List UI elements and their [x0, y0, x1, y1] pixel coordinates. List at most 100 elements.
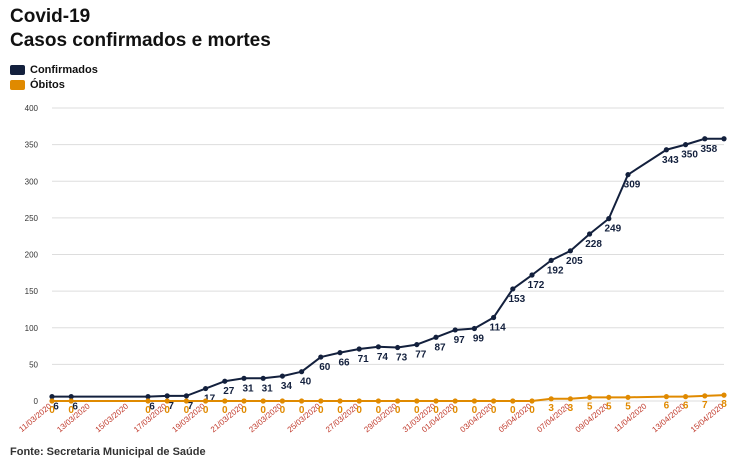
data-label-obitos: 0	[164, 405, 170, 416]
data-label-obitos: 3	[568, 403, 574, 414]
data-point-confirmados	[452, 327, 458, 333]
data-label-obitos: 7	[702, 400, 708, 411]
data-label-confirmados: 71	[358, 354, 370, 365]
data-label-obitos: 0	[299, 405, 305, 416]
data-label-obitos: 0	[68, 405, 74, 416]
data-label-obitos: 0	[529, 405, 535, 416]
data-point-obitos	[318, 398, 324, 404]
data-label-obitos: 0	[318, 405, 324, 416]
data-label-obitos: 0	[433, 405, 439, 416]
data-point-confirmados	[702, 136, 708, 142]
legend-label-confirmados: Confirmados	[30, 63, 98, 76]
data-point-obitos	[721, 392, 727, 398]
data-point-obitos	[702, 393, 708, 399]
source-note: Fonte: Secretaria Municipal de Saúde	[10, 446, 206, 458]
y-tick-label: 250	[25, 214, 39, 223]
data-point-confirmados	[683, 142, 689, 148]
data-label-confirmados: 99	[473, 333, 485, 344]
data-point-confirmados	[356, 346, 362, 352]
y-tick-label: 150	[25, 287, 39, 296]
data-point-obitos	[529, 398, 535, 404]
data-point-obitos	[279, 398, 285, 404]
legend-item-obitos: Óbitos	[10, 77, 98, 92]
data-point-obitos	[587, 394, 593, 400]
data-point-obitos	[356, 398, 362, 404]
data-label-confirmados: 343	[662, 155, 679, 166]
data-point-obitos	[222, 398, 228, 404]
data-point-confirmados	[375, 344, 381, 350]
data-point-confirmados	[279, 373, 285, 379]
y-tick-label: 0	[34, 397, 39, 406]
data-point-confirmados	[625, 172, 631, 178]
data-label-confirmados: 192	[547, 265, 564, 276]
data-label-obitos: 0	[472, 405, 478, 416]
data-label-confirmados: 66	[338, 358, 350, 369]
data-label-obitos: 0	[452, 405, 458, 416]
data-point-obitos	[606, 394, 612, 400]
data-point-confirmados	[433, 334, 439, 340]
data-label-obitos: 0	[376, 405, 382, 416]
data-point-obitos	[433, 398, 439, 404]
data-point-obitos	[164, 398, 170, 404]
data-point-obitos	[49, 398, 55, 404]
data-label-confirmados: 7	[188, 401, 194, 412]
chart-subtitle: Casos confirmados e mortes	[10, 30, 271, 51]
data-point-obitos	[68, 398, 74, 404]
data-point-confirmados	[49, 394, 55, 400]
data-point-confirmados	[663, 147, 670, 153]
data-point-confirmados	[567, 248, 574, 254]
data-point-obitos	[471, 398, 477, 404]
data-label-obitos: 5	[625, 401, 631, 412]
data-label-obitos: 5	[606, 401, 612, 412]
data-point-obitos	[663, 394, 670, 400]
data-point-confirmados	[587, 231, 593, 237]
data-point-confirmados	[222, 378, 228, 384]
data-label-confirmados: 358	[700, 144, 717, 155]
data-label-confirmados: 6	[72, 402, 78, 413]
data-label-obitos: 0	[241, 405, 247, 416]
data-label-confirmados: 34	[281, 381, 293, 392]
y-tick-label: 300	[25, 177, 39, 186]
data-label-confirmados: 31	[262, 383, 274, 394]
data-label-confirmados: 249	[604, 224, 621, 235]
data-point-confirmados	[183, 393, 189, 399]
data-label-obitos: 0	[280, 405, 286, 416]
data-label-confirmados: 205	[566, 256, 583, 267]
data-point-obitos	[414, 398, 420, 404]
data-label-confirmados: 7	[168, 401, 174, 412]
data-point-confirmados	[318, 354, 324, 360]
data-point-obitos	[548, 396, 554, 402]
data-label-confirmados: 97	[454, 335, 466, 346]
data-point-obitos	[260, 398, 266, 404]
data-point-confirmados	[491, 314, 497, 321]
data-point-confirmados	[395, 344, 401, 351]
data-label-obitos: 0	[145, 405, 151, 416]
data-point-confirmados	[337, 350, 343, 356]
data-point-confirmados	[606, 216, 612, 222]
data-label-obitos: 8	[721, 399, 727, 410]
data-point-obitos	[337, 398, 343, 404]
data-point-obitos	[145, 398, 151, 404]
data-label-confirmados: 172	[528, 280, 545, 291]
data-point-confirmados	[471, 325, 477, 332]
data-label-confirmados: 73	[396, 353, 408, 364]
data-label-confirmados: 6	[149, 402, 155, 413]
data-label-confirmados: 31	[242, 383, 254, 394]
data-label-confirmados: 309	[624, 180, 641, 191]
data-point-obitos	[203, 398, 209, 404]
data-point-obitos	[183, 398, 189, 404]
data-point-obitos	[375, 398, 381, 404]
data-point-confirmados	[164, 393, 170, 399]
data-point-obitos	[241, 398, 247, 404]
data-point-obitos	[510, 398, 516, 404]
data-point-obitos	[683, 394, 689, 400]
legend: Confirmados Óbitos	[10, 62, 98, 92]
data-point-confirmados	[241, 375, 247, 381]
series-line-confirmados	[52, 137, 724, 398]
y-tick-label: 100	[25, 324, 39, 333]
data-point-confirmados	[414, 341, 420, 348]
data-label-obitos: 0	[184, 405, 190, 416]
data-label-confirmados: 77	[415, 350, 427, 361]
data-label-obitos: 0	[414, 405, 420, 416]
